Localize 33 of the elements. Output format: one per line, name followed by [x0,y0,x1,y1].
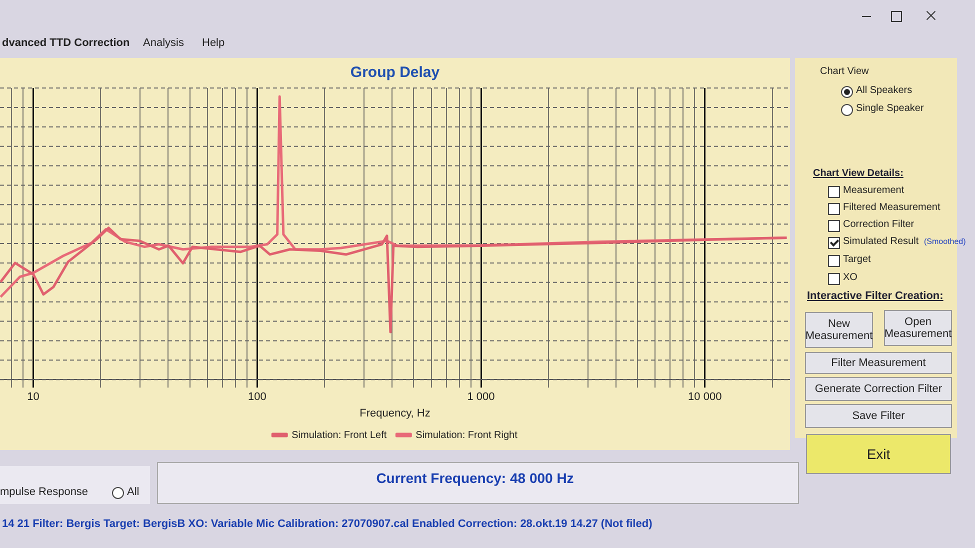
text: Exit [806,434,951,474]
text: Single Speaker [856,103,924,114]
x-tick-label: 100 [248,391,266,404]
text: Simulated Result [843,236,919,247]
text: dvanced TTD Correction [2,37,130,49]
text: Interactive Filter Creation: [807,290,944,302]
text: (Smoothed) [924,237,966,246]
text: All [127,486,140,498]
x-tick-label: 1 000 [467,391,495,404]
text: All Speakers [856,85,912,96]
text: XO [843,272,858,283]
x-tick-label: 10 000 [688,391,722,404]
text: Chart View [820,66,869,77]
text: Filtered Measurement [843,202,940,213]
legend-label: Simulation: Front Right [416,430,518,441]
text: Save Filter [805,404,952,428]
text: Target [843,254,871,265]
x-tick-label: 10 [27,391,40,404]
text: Generate Correction Filter [805,377,952,401]
text: Help [202,37,225,49]
text: Chart View Details: [813,168,904,179]
x-axis-title: Frequency, Hz [360,407,430,420]
text: Analysis [143,37,184,49]
text: 14 21 Filter: Bergis Target: BergisB XO: Variable Mic Calibration: 27070907.cal Enabled Correction: 28.okt.19 14.27 (Not filed) [2,518,652,530]
text: Correction Filter [843,219,914,230]
legend-label: Simulation: Front Left [292,430,387,441]
text: mpulse Response [0,486,88,498]
chart-title: Group Delay [350,64,440,82]
text: Open Measurement [884,310,952,346]
text: Filter Measurement [805,352,952,374]
text: Measurement [843,185,904,196]
text: New Measurement [805,312,873,348]
text: Current Frequency: 48 000 Hz [375,470,575,486]
